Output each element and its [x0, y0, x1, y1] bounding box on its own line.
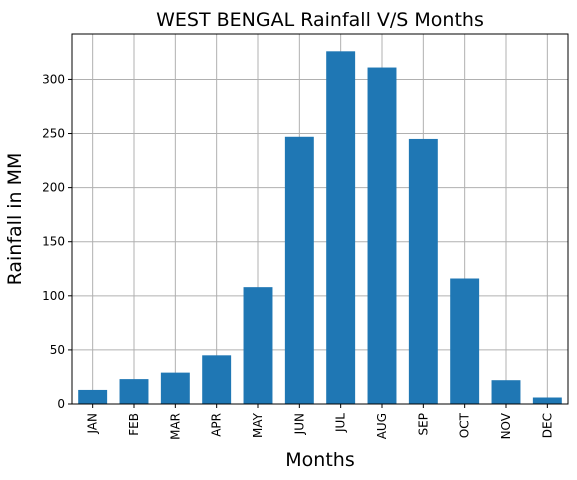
x-axis-title: Months	[285, 449, 354, 471]
x-tick-label: JUL	[334, 413, 348, 433]
bar-jun	[284, 136, 314, 404]
chart-title: WEST BENGAL Rainfall V/S Months	[156, 9, 484, 31]
bar-jan	[78, 389, 108, 404]
plot-frame	[71, 33, 569, 405]
y-tick-label: 150	[42, 235, 65, 249]
bar-nov	[491, 380, 521, 404]
x-tick-label: OCT	[458, 412, 472, 438]
y-ticks: 0 50 100 150 200 250 300	[42, 72, 72, 411]
y-tick-label: 50	[50, 343, 65, 357]
x-tick-label: JUN	[292, 413, 306, 435]
bar-aug	[367, 67, 397, 404]
x-tick-label: DEC	[540, 413, 554, 438]
x-tick-label: AUG	[375, 413, 389, 439]
x-tick-label: FEB	[127, 413, 141, 436]
bar-oct	[450, 278, 480, 404]
y-axis-title: Rainfall in MM	[4, 153, 26, 286]
bar-feb	[119, 379, 149, 404]
y-tick-label: 100	[42, 289, 65, 303]
bar-dec	[532, 397, 562, 404]
bar-sep	[408, 138, 438, 404]
bar-mar	[160, 372, 190, 404]
x-tick-label: SEP	[416, 413, 430, 435]
x-tick-label: NOV	[499, 412, 513, 439]
x-ticks: JAN FEB MAR APR MAY JUN JUL AUG SEP OCT NOV DEC	[86, 404, 554, 440]
y-tick-label: 300	[42, 72, 65, 86]
y-tick-label: 0	[57, 397, 65, 411]
y-tick-label: 250	[42, 127, 65, 141]
bar-jul	[326, 51, 356, 405]
y-tick-label: 200	[42, 181, 65, 195]
x-tick-label: MAR	[168, 413, 182, 440]
x-tick-label: JAN	[86, 413, 100, 435]
bar-may	[243, 287, 273, 404]
x-tick-label: MAY	[251, 412, 265, 438]
bar-apr	[202, 355, 232, 404]
grid-lines	[72, 34, 568, 405]
bars	[78, 51, 562, 405]
x-tick-label: APR	[210, 413, 224, 437]
